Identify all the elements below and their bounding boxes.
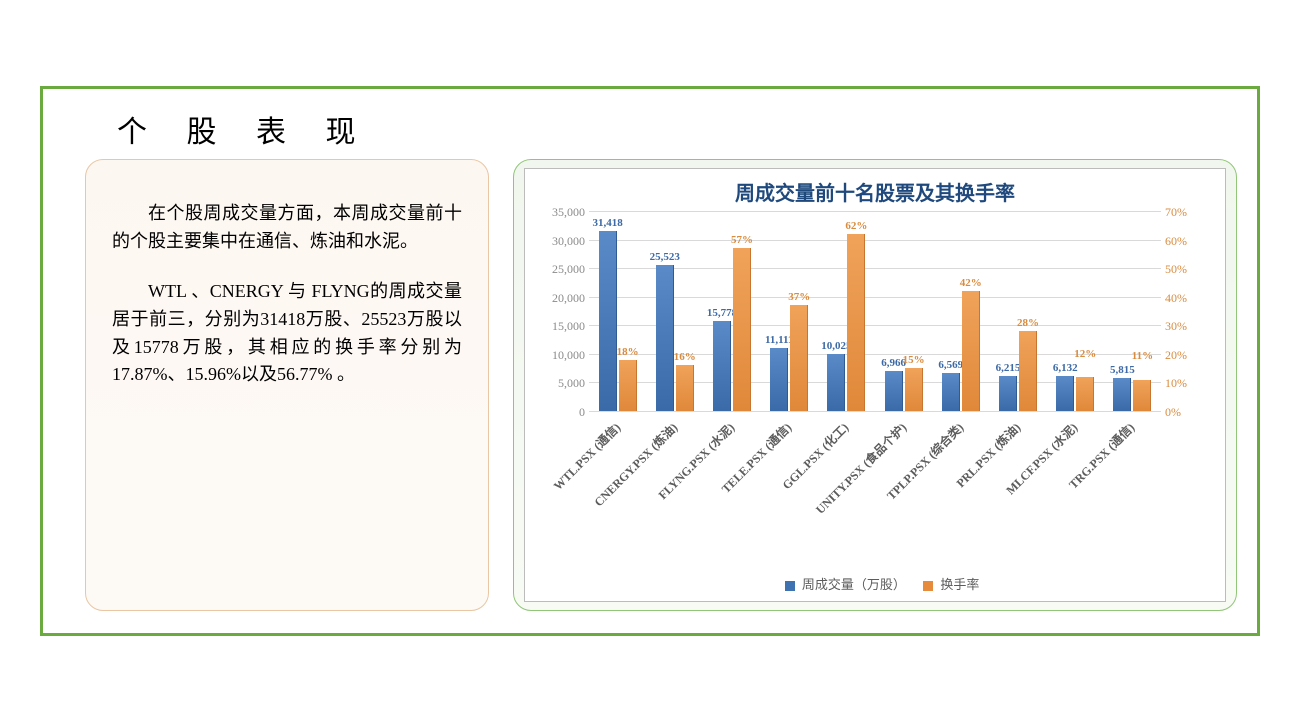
grid-line: 25,00050% (589, 268, 1161, 269)
legend-label-rate: 换手率 (940, 577, 979, 592)
chart-legend: 周成交量（万股） 换手率 (525, 574, 1225, 593)
chart-title: 周成交量前十名股票及其换手率 (525, 169, 1225, 206)
bar-rate (1076, 377, 1094, 411)
bar-volume (1056, 376, 1074, 411)
bar-rate-label: 28% (1017, 317, 1039, 329)
bar-volume-label: 6,569 (938, 359, 963, 371)
slide-frame: 个 股 表 现 在个股周成交量方面，本周成交量前十的个股主要集中在通信、炼油和水… (40, 86, 1260, 636)
bar-rate (1133, 380, 1151, 411)
bar-volume-label: 5,815 (1110, 364, 1135, 376)
grid-line: 00% (589, 411, 1161, 412)
bar-rate (619, 360, 637, 411)
chart-panel: 周成交量前十名股票及其换手率 00%5,00010%10,00020%15,00… (513, 159, 1237, 611)
bar-rate-label: 62% (845, 220, 867, 232)
bar-rate-label: 15% (903, 354, 925, 366)
description-panel: 在个股周成交量方面，本周成交量前十的个股主要集中在通信、炼油和水泥。 WTL 、… (85, 159, 489, 611)
y-left-label: 15,000 (533, 319, 589, 334)
y-right-label: 50% (1161, 262, 1205, 277)
grid-line: 5,00010% (589, 382, 1161, 383)
grid-line: 30,00060% (589, 240, 1161, 241)
grid-line: 35,00070% (589, 211, 1161, 212)
y-left-label: 5,000 (533, 376, 589, 391)
bar-volume (656, 265, 674, 411)
bar-volume (599, 231, 617, 411)
bar-volume-label: 6,132 (1053, 362, 1078, 374)
bar-rate (1019, 331, 1037, 411)
bar-volume-label: 31,418 (592, 217, 622, 229)
y-left-label: 10,000 (533, 348, 589, 363)
bar-rate-label: 42% (960, 277, 982, 289)
bar-rate (847, 234, 865, 411)
legend-swatch-volume (785, 581, 795, 591)
bar-rate (905, 368, 923, 411)
bar-volume (1113, 378, 1131, 411)
y-right-label: 60% (1161, 234, 1205, 249)
y-right-label: 70% (1161, 205, 1205, 220)
bar-rate (962, 291, 980, 411)
bar-rate (790, 305, 808, 411)
bar-volume (999, 376, 1017, 412)
bar-volume-label: 6,215 (996, 362, 1021, 374)
plot-area: 00%5,00010%10,00020%15,00030%20,00040%25… (589, 211, 1161, 411)
bar-rate-label: 37% (788, 291, 810, 303)
bar-rate (733, 248, 751, 411)
bar-rate-label: 57% (731, 234, 753, 246)
y-right-label: 10% (1161, 376, 1205, 391)
bar-volume-label: 11,111 (765, 334, 793, 346)
bar-rate-label: 16% (674, 351, 696, 363)
bar-volume (827, 354, 845, 411)
y-left-label: 25,000 (533, 262, 589, 277)
y-left-label: 35,000 (533, 205, 589, 220)
bar-rate (676, 365, 694, 411)
y-left-label: 0 (533, 405, 589, 420)
bar-rate-label: 11% (1132, 350, 1153, 362)
chart-canvas: 周成交量前十名股票及其换手率 00%5,00010%10,00020%15,00… (524, 168, 1226, 602)
bar-volume (713, 321, 731, 411)
legend-label-volume: 周成交量（万股） (802, 577, 906, 592)
bar-rate-label: 18% (617, 346, 639, 358)
paragraph-1: 在个股周成交量方面，本周成交量前十的个股主要集中在通信、炼油和水泥。 (112, 200, 462, 256)
y-right-label: 0% (1161, 405, 1205, 420)
legend-swatch-rate (923, 581, 933, 591)
bar-volume (942, 373, 960, 411)
paragraph-2: WTL 、CNERGY 与 FLYNG的周成交量居于前三，分别为31418万股、… (112, 278, 462, 390)
bar-volume (770, 348, 788, 411)
y-right-label: 30% (1161, 319, 1205, 334)
bar-volume-label: 25,523 (650, 251, 680, 263)
section-heading: 个 股 表 现 (117, 107, 372, 151)
y-right-label: 40% (1161, 291, 1205, 306)
y-left-label: 30,000 (533, 234, 589, 249)
y-right-label: 20% (1161, 348, 1205, 363)
grid-line: 20,00040% (589, 297, 1161, 298)
y-left-label: 20,000 (533, 291, 589, 306)
bar-volume (885, 371, 903, 411)
bar-rate-label: 12% (1074, 348, 1096, 360)
grid-line: 15,00030% (589, 325, 1161, 326)
